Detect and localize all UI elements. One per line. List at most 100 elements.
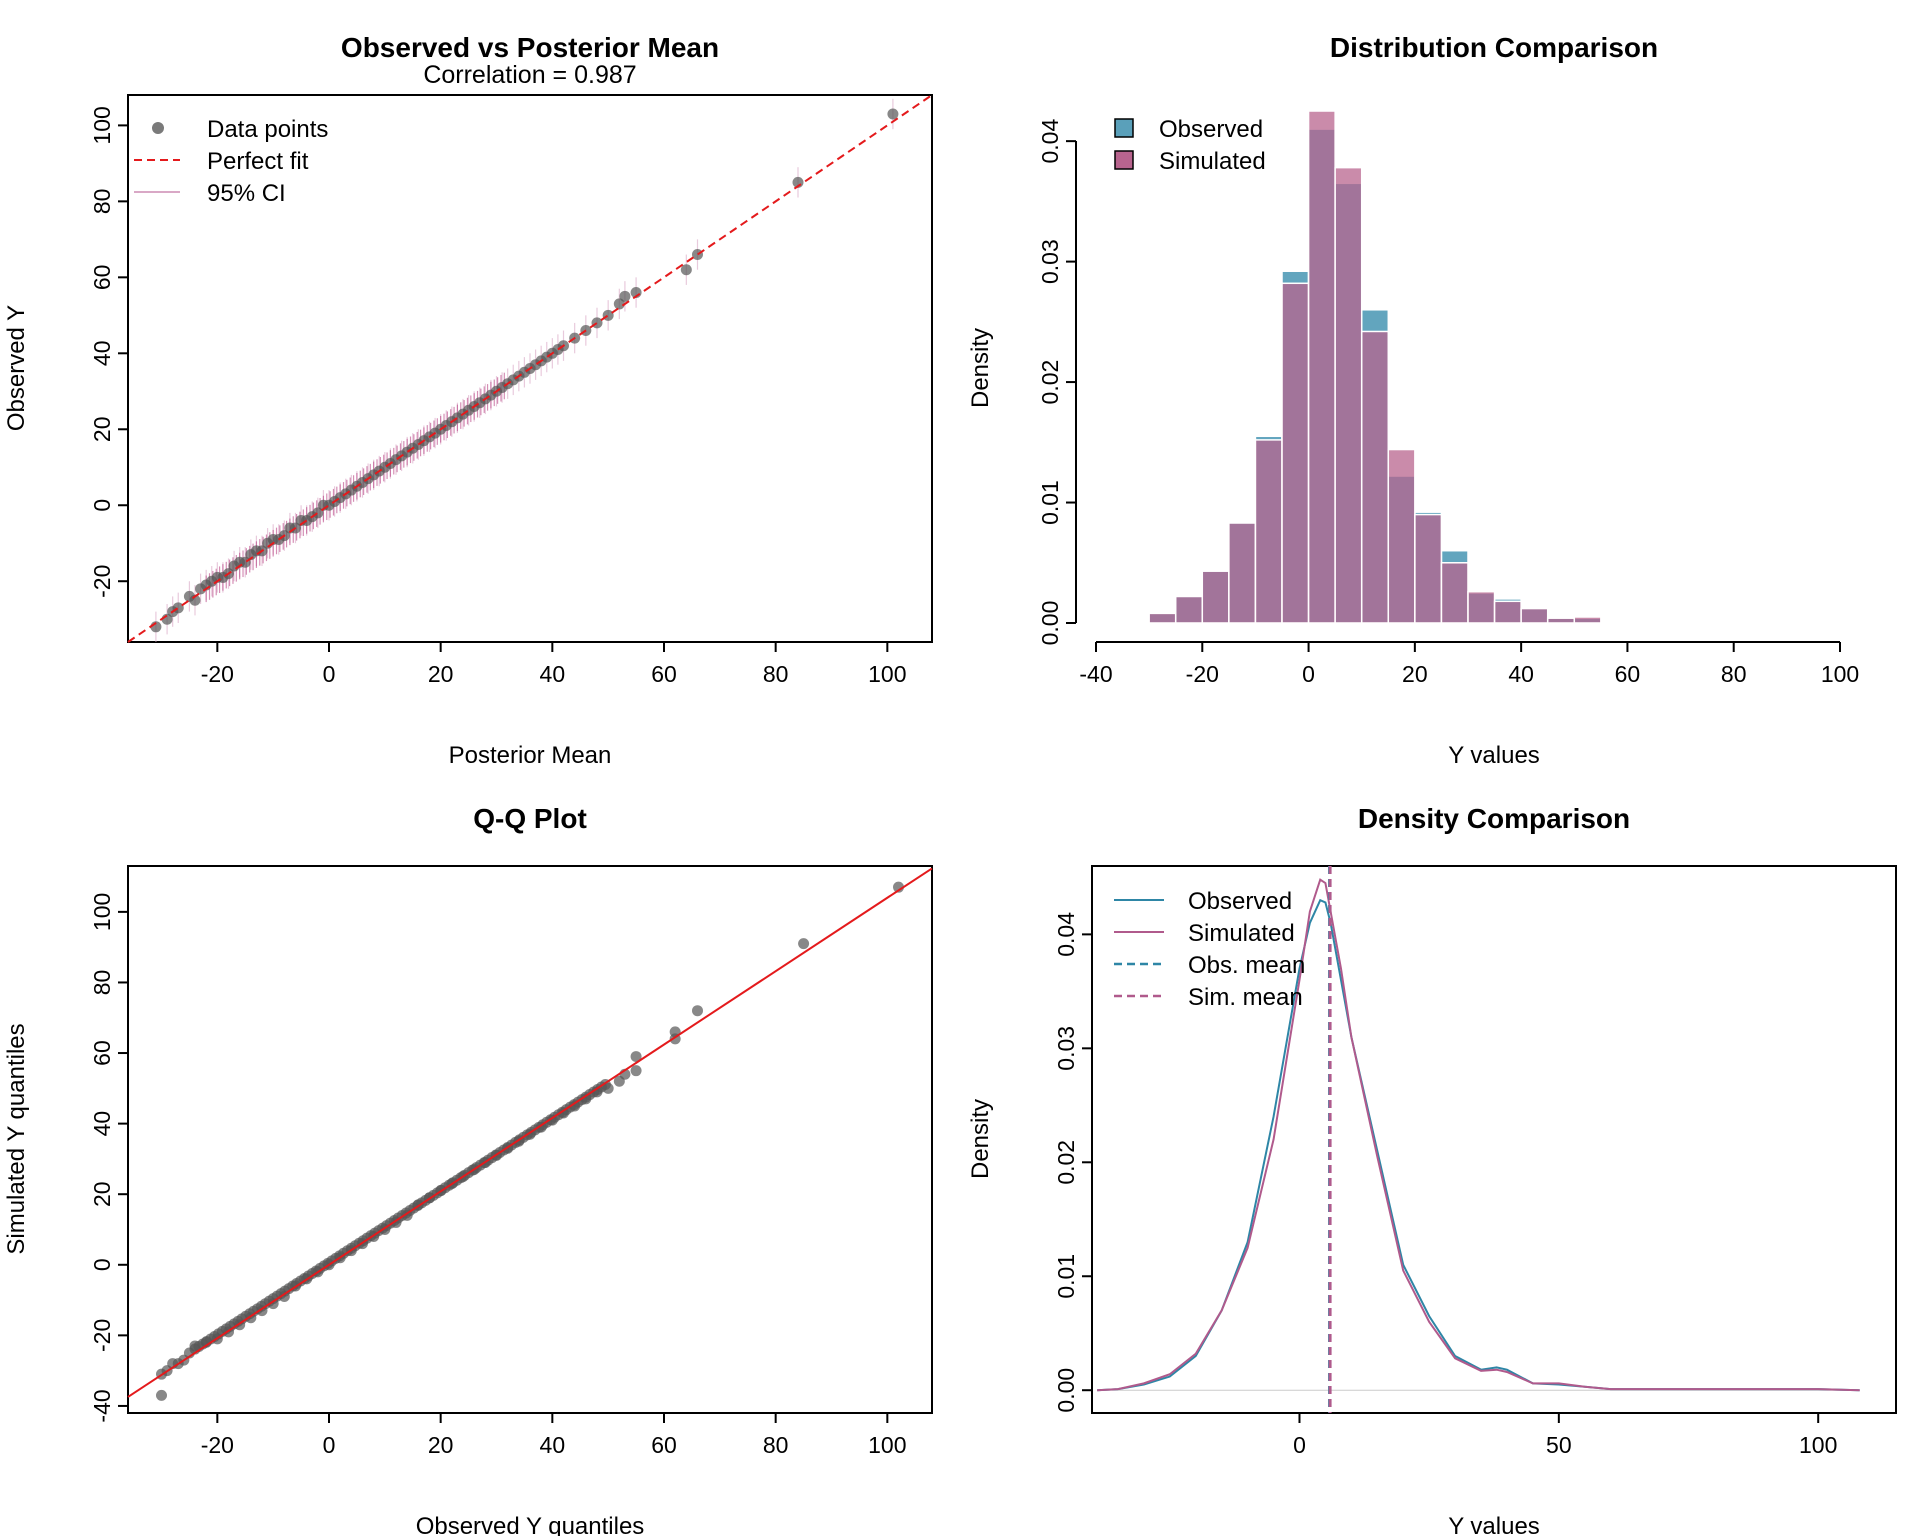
panel4-plot-box — [1091, 865, 1897, 1414]
panel3-y-axis: -40 -20 0 20 40 60 80 100 — [89, 893, 128, 1423]
qq-point — [798, 938, 810, 950]
data-point — [619, 290, 631, 302]
y-tick-label: 20 — [89, 1181, 115, 1207]
y-tick-label: -40 — [89, 1389, 115, 1422]
x-tick-label: 100 — [868, 1432, 906, 1458]
y-tick-label: 0.04 — [1037, 119, 1063, 164]
x-tick-label: 0 — [323, 661, 336, 687]
qq-point — [591, 1086, 603, 1098]
panel4-y-axis: 0.00 0.01 0.02 0.03 0.04 — [1053, 912, 1092, 1413]
legend-perfect-fit-label: Perfect fit — [207, 148, 309, 175]
legend-observed-swatch — [1114, 118, 1134, 138]
qq-point — [630, 1051, 642, 1063]
panel1-x-label: Posterior Mean — [449, 742, 612, 769]
x-tick-label: 50 — [1546, 1432, 1572, 1458]
panel4-y-label: Density — [967, 1099, 994, 1179]
qq-point — [189, 1340, 201, 1352]
y-tick-label: 80 — [89, 189, 115, 215]
legend-simulated-label: Simulated — [1188, 920, 1295, 947]
y-tick-label: 100 — [89, 893, 115, 931]
data-point — [692, 249, 703, 261]
x-tick-label: 60 — [651, 661, 677, 687]
histogram-bar-simulated — [1334, 166, 1363, 624]
histogram-bar-simulated — [1121, 621, 1150, 624]
density-line-simulated — [1097, 878, 1860, 1392]
panel3-plot-box — [127, 865, 933, 1414]
panel2-x-axis: -40 -20 0 20 40 60 80 100 — [1079, 642, 1859, 687]
legend-simulated-swatch — [1114, 150, 1134, 170]
panel2-x-label: Y values — [1448, 742, 1540, 769]
x-tick-label: 40 — [1508, 661, 1534, 687]
y-tick-label: 0.02 — [1037, 360, 1063, 405]
data-point — [602, 309, 614, 321]
qq-point — [893, 881, 904, 893]
x-tick-label: 80 — [763, 661, 789, 687]
x-tick-label: 100 — [1799, 1432, 1837, 1458]
y-tick-label: 0.03 — [1053, 1026, 1079, 1071]
legend-ci-label: 95% CI — [207, 180, 286, 207]
panel1-y-label: Observed Y — [3, 305, 30, 431]
data-point — [172, 602, 184, 614]
panel1-legend: Data points Perfect fit 95% CI — [134, 116, 328, 207]
qq-point — [580, 1093, 592, 1105]
legend-data-points-label: Data points — [207, 116, 328, 143]
histogram-bar-simulated — [1573, 616, 1602, 624]
panel4-x-label: Y values — [1448, 1513, 1540, 1536]
panel3-title: Q-Q Plot — [473, 803, 587, 834]
y-tick-label: -20 — [89, 1319, 115, 1352]
x-tick-label: -20 — [201, 1432, 234, 1458]
x-tick-label: 0 — [1302, 661, 1315, 687]
x-tick-label: 40 — [540, 661, 566, 687]
y-tick-label: 0.00 — [1037, 601, 1063, 646]
y-tick-label: 0.01 — [1037, 480, 1063, 525]
qq-point — [200, 1336, 212, 1348]
y-tick-label: 0.01 — [1053, 1254, 1079, 1299]
y-tick-label: -20 — [89, 565, 115, 598]
histogram-bar-simulated — [1148, 612, 1177, 624]
y-tick-label: 0.04 — [1053, 912, 1079, 957]
panel1-plot-box — [127, 94, 933, 643]
histogram-bar-simulated — [1387, 448, 1416, 624]
panel1-subtitle: Correlation = 0.987 — [423, 61, 636, 89]
x-tick-label: 40 — [540, 1432, 566, 1458]
histogram-bar-simulated — [1307, 110, 1336, 624]
panel2-y-axis: 0.00 0.01 0.02 0.03 0.04 — [1037, 119, 1076, 646]
histogram-bar-simulated — [1414, 513, 1443, 624]
qq-point — [156, 1389, 167, 1401]
perfect-fit-line — [127, 94, 933, 643]
panel4-legend: Observed Simulated Obs. mean Sim. mean — [1114, 888, 1305, 1011]
histogram-bar-simulated — [1174, 595, 1204, 624]
histogram-bar-simulated — [1546, 617, 1576, 624]
panel1-x-axis: -20 0 20 40 60 80 100 — [201, 642, 907, 687]
panel1-y-axis: -20 0 20 40 60 80 100 — [89, 106, 128, 598]
panel1-plot-area — [127, 94, 933, 643]
qq-point — [602, 1082, 614, 1094]
y-tick-label: 0.02 — [1053, 1140, 1079, 1185]
data-point — [591, 317, 603, 329]
data-point — [887, 108, 899, 120]
legend-data-points-marker — [152, 122, 164, 134]
histogram-bar-simulated — [1281, 282, 1310, 624]
y-tick-label: 60 — [89, 265, 115, 291]
x-tick-label: 60 — [651, 1432, 677, 1458]
panel2-plot-area — [1121, 110, 1602, 624]
y-tick-label: 0 — [89, 499, 115, 512]
histogram-bar-simulated — [1201, 570, 1230, 624]
histogram-bar-simulated — [1440, 562, 1469, 624]
panel3-plot-area — [127, 867, 933, 1401]
y-tick-label: 0.00 — [1053, 1368, 1079, 1413]
panel2-title: Distribution Comparison — [1330, 32, 1658, 63]
x-tick-label: 0 — [1293, 1432, 1306, 1458]
panel3-x-axis: -20 0 20 40 60 80 100 — [201, 1413, 907, 1458]
y-tick-label: 40 — [89, 341, 115, 367]
qq-point — [558, 1107, 569, 1119]
histogram-bar-simulated — [1360, 330, 1390, 624]
data-point — [680, 264, 692, 276]
x-tick-label: 20 — [428, 661, 454, 687]
panel3-x-label: Observed Y quantiles — [416, 1513, 645, 1536]
histogram-bar-simulated — [1228, 522, 1257, 624]
panel-density-comparison: Density Comparison 0 50 100 0.000.010.020.… — [967, 803, 1897, 1536]
x-tick-label: 80 — [763, 1432, 789, 1458]
x-tick-label: 80 — [1721, 661, 1747, 687]
